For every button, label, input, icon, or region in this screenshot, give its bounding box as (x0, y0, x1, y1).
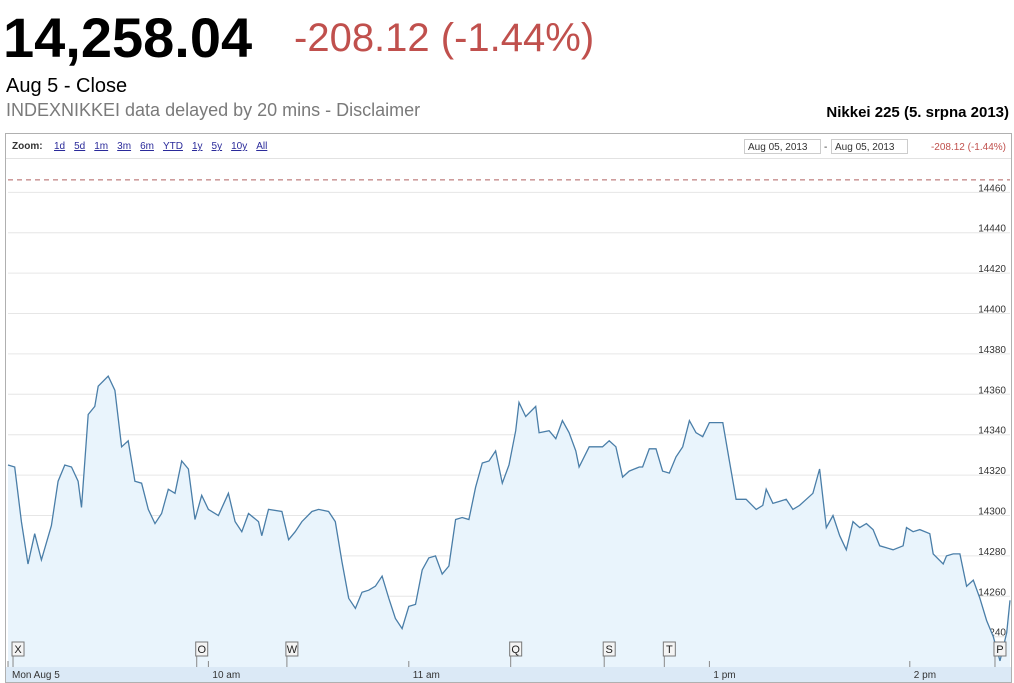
price: 14,258.04 (3, 6, 252, 69)
zoom-option[interactable]: 1d (54, 141, 65, 152)
zoom-option[interactable]: 6m (140, 141, 154, 152)
y-tick-label: 14380 (978, 345, 1006, 356)
zoom-option[interactable]: 10y (231, 141, 247, 152)
x-tick-label: 10 am (212, 670, 240, 681)
zoom-option[interactable]: 1y (192, 141, 203, 152)
range-end-box[interactable] (831, 139, 908, 154)
area (8, 376, 1010, 667)
source-note: INDEXNIKKEI data delayed by 20 mins - Di… (6, 100, 420, 120)
zoom-option[interactable]: 1m (94, 141, 108, 152)
flag[interactable] (509, 641, 523, 657)
y-tick-label: 14420 (978, 264, 1006, 275)
x-tick-label: Mon Aug 5 (12, 670, 60, 681)
zoom-option[interactable]: YTD (163, 141, 183, 152)
price-line (7, 374, 1011, 662)
y-tick-label: 14320 (978, 466, 1006, 477)
zoom-option[interactable]: 5d (74, 141, 85, 152)
price-change: -208.12 (-1.44%) (294, 16, 594, 60)
flag[interactable] (602, 641, 616, 657)
y-tick-label: 14360 (978, 385, 1006, 396)
y-tick-label: 14400 (978, 305, 1006, 316)
flag-label[interactable]: S (606, 644, 613, 656)
range-start[interactable]: Aug 05, 2013 (748, 142, 808, 153)
chart-title: Nikkei 225 (5. srpna 2013) (826, 104, 1009, 121)
zoom-option[interactable]: All (256, 141, 267, 152)
flag[interactable] (11, 641, 25, 657)
flag[interactable] (993, 641, 1007, 657)
flag-label[interactable]: Q (511, 644, 520, 656)
flag[interactable] (662, 641, 676, 657)
y-tick-label: 14300 (978, 507, 1006, 518)
x-axis-strip (6, 667, 1011, 682)
status: Aug 5 - Close (6, 75, 127, 97)
flag-label[interactable]: O (197, 644, 206, 656)
flag[interactable] (195, 641, 209, 657)
x-tick-label: 11 am (413, 670, 440, 681)
range-change: -208.12 (-1.44%) (931, 142, 1006, 153)
range-separator: - (824, 142, 827, 153)
x-tick-label: 1 pm (713, 670, 735, 681)
range-end[interactable]: Aug 05, 2013 (835, 142, 895, 153)
y-tick-label: 14260 (978, 587, 1006, 598)
flag-label[interactable]: W (287, 644, 298, 656)
flag[interactable] (285, 641, 299, 657)
zoom-option[interactable]: 3m (117, 141, 131, 152)
y-tick-label: 14440 (978, 224, 1006, 235)
flag-label[interactable]: T (666, 644, 673, 656)
y-tick-label: 14280 (978, 547, 1006, 558)
x-tick-label: 2 pm (914, 670, 936, 681)
zoom-label: Zoom: (12, 141, 43, 152)
y-tick-label: 14340 (978, 426, 1006, 437)
flag-label[interactable]: P (996, 644, 1003, 656)
y-tick-label: 14460 (978, 183, 1006, 194)
flag-label[interactable]: X (14, 644, 22, 656)
zoom-option[interactable]: 5y (212, 141, 223, 152)
range-start-box[interactable] (744, 139, 821, 154)
